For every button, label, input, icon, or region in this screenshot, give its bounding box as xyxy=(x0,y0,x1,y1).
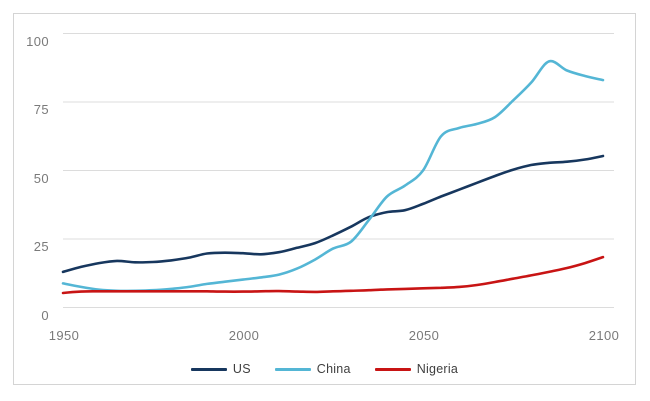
y-tick-label-100: 100 xyxy=(26,33,49,49)
series-line-nigeria xyxy=(61,255,605,295)
legend-label-china: China xyxy=(316,362,351,376)
plot-area xyxy=(61,33,614,308)
series-line-china xyxy=(61,59,605,293)
y-tick-label-0: 0 xyxy=(41,307,49,323)
legend-line-swatch-nigeria xyxy=(374,367,411,371)
legend-item-nigeria: Nigeria xyxy=(374,362,459,376)
y-tick-label-25: 25 xyxy=(33,239,49,254)
series-line-us xyxy=(61,154,605,274)
legend: US China Nigeria xyxy=(14,362,635,376)
y-tick-label-75: 75 xyxy=(33,102,49,117)
y-tick-label-50: 50 xyxy=(33,170,49,186)
legend-label-nigeria: Nigeria xyxy=(416,362,459,376)
legend-line-swatch-china xyxy=(274,367,311,371)
x-tick-label-2100: 2100 xyxy=(588,328,620,343)
legend-item-china: China xyxy=(274,362,351,376)
x-tick-label-2050: 2050 xyxy=(408,328,440,343)
legend-item-us: US xyxy=(190,362,251,376)
x-tick-label-1950: 1950 xyxy=(48,328,80,343)
legend-label-us: US xyxy=(232,362,251,376)
chart-frame: 100 75 50 25 0 1950 2000 2050 2100 US China Niger… xyxy=(13,13,636,385)
x-tick-label-2000: 2000 xyxy=(228,328,260,343)
legend-line-swatch-us xyxy=(190,367,227,371)
